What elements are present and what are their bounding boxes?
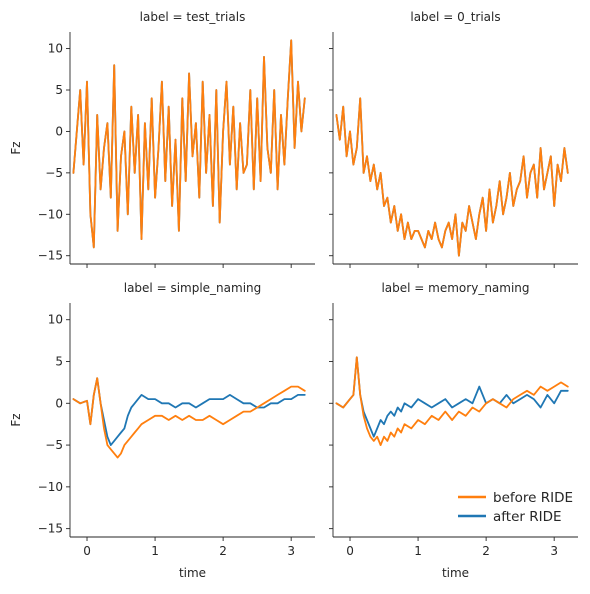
facet-panel-1: label = 0_trials <box>329 10 578 268</box>
facet-panel-0: label = test_trials 10 5 0 −5 −10 −15 Fz <box>9 10 315 268</box>
y-axis-label: Fz <box>9 141 23 154</box>
y-axis-label: Fz <box>9 413 23 426</box>
facet-title: label = memory_naming <box>381 281 529 295</box>
y-tick-label: 0 <box>55 396 63 410</box>
legend-entry-label: before RIDE <box>493 490 573 506</box>
x-tick-label: 3 <box>287 544 295 558</box>
facet-title: label = 0_trials <box>410 10 500 24</box>
series-line-before-ride <box>72 377 306 459</box>
x-tick-label: 2 <box>482 544 490 558</box>
x-tick-label: 0 <box>346 544 354 558</box>
series-line-after-ride <box>335 356 569 438</box>
y-tick-label: 0 <box>55 124 63 138</box>
x-tick-label: 0 <box>83 544 91 558</box>
series-line-before-ride <box>72 39 306 249</box>
x-tick-label: 1 <box>151 544 159 558</box>
series-line-before-ride <box>335 356 569 447</box>
y-tick-label: −10 <box>38 207 63 221</box>
x-axis-label: time <box>442 566 469 580</box>
y-tick-label: 10 <box>48 42 63 56</box>
y-tick-label: −15 <box>38 522 63 536</box>
y-tick-label: −5 <box>45 166 63 180</box>
x-axis-label: time <box>179 566 206 580</box>
facet-panel-2: label = simple_naming 10 5 0 −5 −10 −15 0 1 2 3 Fz t… <box>9 281 315 580</box>
y-tick-label: 5 <box>55 83 63 97</box>
facet-title: label = test_trials <box>140 10 246 24</box>
facet-panel-3: label = memory_naming 0 1 2 3 time before RIDE… <box>329 281 578 580</box>
x-tick-label: 3 <box>550 544 558 558</box>
x-tick-label: 2 <box>219 544 227 558</box>
series-line-before-ride <box>335 97 569 257</box>
y-tick-label: 5 <box>55 355 63 369</box>
y-tick-label: −10 <box>38 480 63 494</box>
x-tick-label: 1 <box>414 544 422 558</box>
y-tick-label: 10 <box>48 313 63 327</box>
y-tick-label: −15 <box>38 249 63 263</box>
y-tick-label: −5 <box>45 438 63 452</box>
legend-entry-label: after RIDE <box>493 509 562 525</box>
series-line-after-ride <box>72 377 306 447</box>
facet-title: label = simple_naming <box>124 281 262 295</box>
